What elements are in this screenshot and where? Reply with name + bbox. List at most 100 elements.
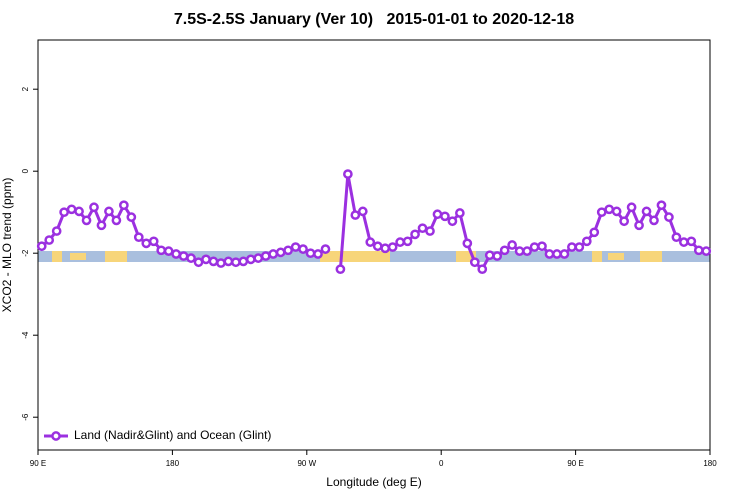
data-point	[223, 256, 234, 267]
data-point	[245, 254, 256, 265]
data-point	[365, 237, 376, 247]
y-tick-label: -4	[21, 331, 30, 339]
data-point	[499, 245, 510, 256]
data-point	[544, 249, 555, 259]
data-point	[74, 206, 84, 217]
data-point	[148, 236, 159, 247]
data-point	[440, 211, 450, 222]
data-point	[156, 245, 167, 256]
data-point	[66, 204, 77, 215]
x-tick-label: 180	[166, 459, 180, 468]
data-point	[455, 208, 465, 218]
land-band	[456, 251, 476, 262]
data-point	[701, 246, 712, 256]
data-point	[447, 216, 458, 227]
data-point	[44, 235, 55, 245]
data-point	[522, 246, 532, 256]
data-point	[216, 258, 226, 268]
data-point	[36, 241, 47, 252]
data-point	[469, 257, 480, 268]
data-point	[425, 226, 435, 236]
data-point	[89, 202, 99, 213]
y-axis-label: XCO2 - MLO trend (ppm)	[0, 178, 14, 313]
data-point	[552, 249, 562, 259]
data-point	[619, 216, 629, 227]
data-point	[387, 242, 398, 252]
data-point	[641, 206, 652, 217]
data-point	[350, 210, 361, 220]
data-point	[119, 200, 129, 211]
data-point	[268, 249, 279, 259]
land-band	[608, 253, 624, 260]
data-point	[380, 243, 391, 254]
data-point	[634, 220, 644, 231]
data-point	[432, 209, 443, 220]
x-tick-label: 180	[703, 459, 717, 468]
data-point	[462, 238, 473, 249]
data-point	[201, 254, 211, 265]
data-point	[283, 245, 293, 256]
data-point	[410, 229, 420, 240]
data-point	[589, 227, 600, 238]
data-point	[693, 245, 704, 256]
data-point	[529, 242, 540, 252]
data-point	[260, 251, 271, 261]
data-point	[163, 246, 174, 256]
land-band	[320, 251, 390, 262]
x-axis-label: Longitude (deg E)	[326, 475, 421, 489]
data-point	[492, 251, 503, 261]
legend-marker	[51, 431, 61, 441]
data-point	[507, 240, 517, 250]
data-point	[171, 249, 181, 259]
data-point	[231, 257, 241, 268]
land-band	[592, 251, 602, 262]
data-point	[141, 238, 152, 249]
data-point	[417, 223, 428, 234]
chart-title: 7.5S-2.5S January (Ver 10) 2015-01-01 to…	[174, 11, 574, 28]
data-point	[484, 250, 495, 261]
data-point	[298, 244, 308, 254]
y-tick-label: 0	[21, 168, 30, 173]
x-tick-label: 0	[439, 459, 444, 468]
data-point	[477, 264, 488, 275]
data-point	[626, 202, 637, 213]
data-point	[649, 215, 659, 226]
data-point	[104, 206, 114, 217]
data-point	[51, 226, 62, 236]
data-point	[111, 215, 122, 226]
data-point	[574, 242, 585, 252]
data-point	[305, 248, 316, 259]
data-point	[537, 241, 547, 252]
data-point	[395, 237, 405, 247]
data-point	[671, 232, 682, 243]
data-point	[686, 236, 697, 247]
land-ocean-band	[38, 251, 710, 262]
land-band	[640, 251, 662, 262]
data-point	[604, 204, 615, 215]
data-point	[357, 206, 368, 217]
data-point	[186, 253, 196, 263]
x-tick-label: 90 E	[567, 459, 583, 468]
land-band	[52, 251, 62, 262]
x-tick-label: 90 W	[297, 459, 316, 468]
data-point	[193, 257, 204, 268]
land-band	[70, 253, 86, 260]
data-point	[343, 169, 353, 179]
data-point	[402, 236, 413, 247]
data-point	[313, 249, 323, 259]
data-point	[96, 220, 107, 231]
data-point	[290, 242, 301, 252]
data-point	[81, 215, 92, 226]
data-point	[126, 212, 137, 222]
data-point	[596, 207, 607, 218]
data-point	[567, 242, 577, 252]
y-tick-label: 2	[21, 86, 30, 91]
land-band	[105, 251, 127, 262]
data-point	[664, 212, 674, 222]
y-tick-label: -6	[21, 413, 30, 421]
data-point	[178, 251, 189, 261]
data-point	[238, 256, 249, 267]
data-point	[335, 264, 346, 275]
data-point	[581, 236, 592, 247]
